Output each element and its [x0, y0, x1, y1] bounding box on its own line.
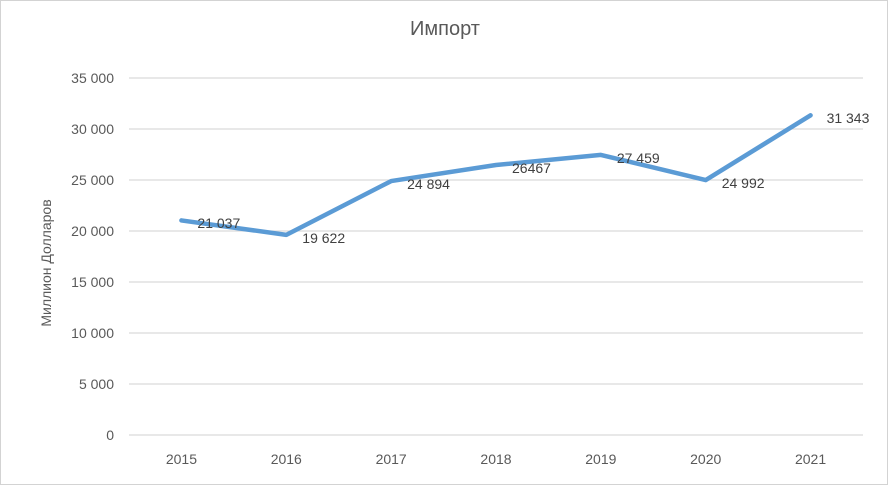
- y-tick-label: 15 000: [71, 274, 114, 290]
- data-label: 26467: [512, 160, 551, 177]
- data-label: 21 037: [197, 215, 241, 232]
- data-label: 27 459: [616, 149, 660, 166]
- x-tick-label: 2020: [690, 451, 722, 467]
- y-tick-label: 30 000: [71, 121, 114, 137]
- x-tick-label: 2016: [270, 451, 302, 467]
- y-tick-label: 0: [106, 427, 114, 443]
- data-label: 31 343: [826, 110, 870, 127]
- y-tick-label: 5 000: [78, 376, 114, 392]
- line-series: [179, 113, 813, 238]
- y-tick-label: 35 000: [71, 70, 114, 86]
- x-tick-label: 2015: [165, 451, 197, 467]
- data-label: 24 992: [721, 175, 765, 192]
- x-tick-label: 2017: [375, 451, 407, 467]
- data-label: 19 622: [302, 229, 346, 246]
- y-tick-label: 20 000: [71, 223, 114, 239]
- x-tick-label: 2021: [794, 451, 827, 467]
- chart-title: Импорт: [410, 18, 480, 40]
- x-tick-label: 2018: [480, 451, 512, 467]
- x-tick-label: 2019: [585, 451, 617, 467]
- y-tick-label: 25 000: [71, 172, 114, 188]
- data-label: 24 894: [407, 176, 450, 193]
- y-tick-label: 10 000: [71, 325, 114, 341]
